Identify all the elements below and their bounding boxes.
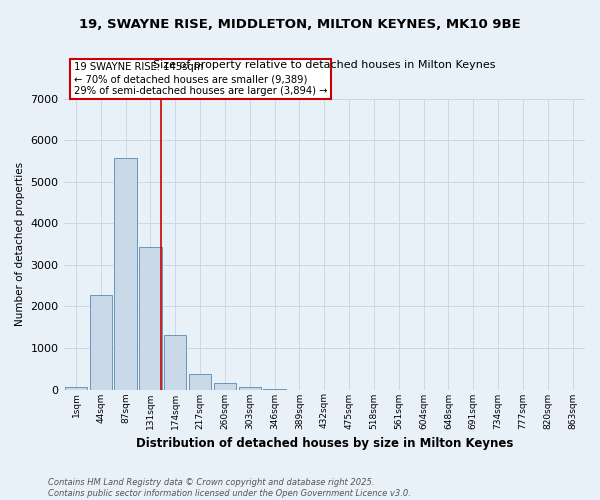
Text: Contains HM Land Registry data © Crown copyright and database right 2025.
Contai: Contains HM Land Registry data © Crown c… <box>48 478 411 498</box>
Bar <box>164 335 187 390</box>
Text: 19, SWAYNE RISE, MIDDLETON, MILTON KEYNES, MK10 9BE: 19, SWAYNE RISE, MIDDLETON, MILTON KEYNE… <box>79 18 521 30</box>
Y-axis label: Number of detached properties: Number of detached properties <box>15 162 25 326</box>
Bar <box>239 387 261 390</box>
Bar <box>139 247 161 390</box>
Bar <box>115 158 137 390</box>
Bar <box>65 388 87 390</box>
Bar <box>214 383 236 390</box>
Text: 19 SWAYNE RISE: 145sqm
← 70% of detached houses are smaller (9,389)
29% of semi-: 19 SWAYNE RISE: 145sqm ← 70% of detached… <box>74 62 328 96</box>
Bar <box>189 374 211 390</box>
X-axis label: Distribution of detached houses by size in Milton Keynes: Distribution of detached houses by size … <box>136 437 513 450</box>
Bar <box>89 294 112 390</box>
Title: Size of property relative to detached houses in Milton Keynes: Size of property relative to detached ho… <box>153 60 496 70</box>
